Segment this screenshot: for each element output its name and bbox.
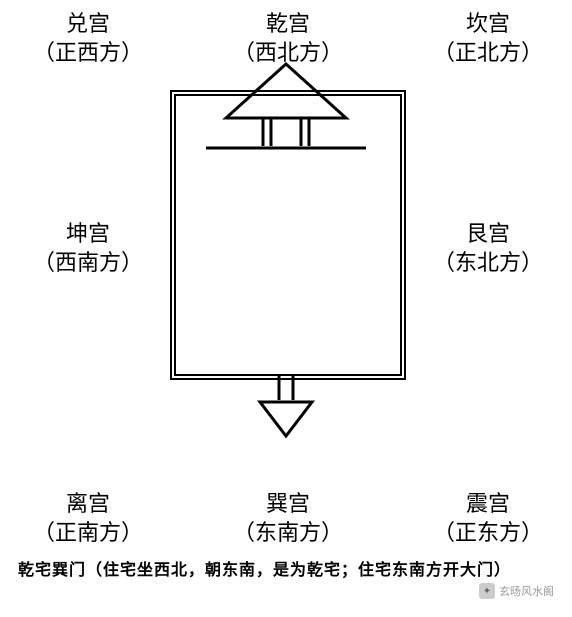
palace-zhen: 震宫 （正东方）: [418, 490, 558, 547]
door-icon: [256, 376, 316, 447]
watermark-icon: ✦: [479, 583, 495, 599]
palace-kun: 坤宫 （西南方）: [18, 220, 158, 277]
palace-direction: （东南方）: [218, 519, 358, 548]
palace-direction: （正西方）: [18, 39, 158, 68]
palace-title: 坤宫: [18, 220, 158, 249]
palace-kan: 坎宫 （正北方）: [418, 10, 558, 67]
palace-gen: 艮宫 （东北方）: [418, 220, 558, 277]
palace-direction: （东北方）: [418, 249, 558, 278]
palace-direction: （正南方）: [18, 519, 158, 548]
palace-xun: 巽宫 （东南方）: [218, 490, 358, 547]
watermark: ✦ 玄旸风水阁: [479, 583, 554, 599]
palace-title: 兑宫: [18, 10, 158, 39]
palace-title: 离宫: [18, 490, 158, 519]
house-icon: [201, 58, 371, 163]
palace-direction: （正北方）: [418, 39, 558, 68]
watermark-text: 玄旸风水阁: [499, 583, 554, 599]
palace-title: 艮宫: [418, 220, 558, 249]
caption-text: 乾宅巽门（住宅坐西北，朝东南，是为乾宅；住宅东南方开大门）: [18, 560, 554, 582]
palace-direction: （西南方）: [18, 249, 158, 278]
palace-title: 震宫: [418, 490, 558, 519]
palace-title: 巽宫: [218, 490, 358, 519]
palace-li: 离宫 （正南方）: [18, 490, 158, 547]
palace-direction: （正东方）: [418, 519, 558, 548]
palace-dui: 兑宫 （正西方）: [18, 10, 158, 67]
palace-title: 乾宫: [218, 10, 358, 39]
palace-title: 坎宫: [418, 10, 558, 39]
